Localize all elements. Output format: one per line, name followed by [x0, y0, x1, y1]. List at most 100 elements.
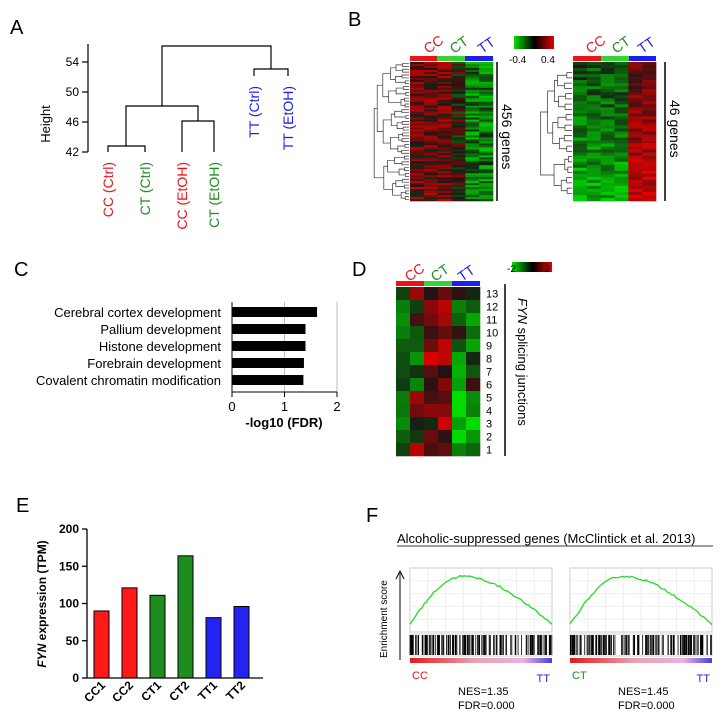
heatmap-cell	[437, 81, 452, 85]
heatmap-cell	[628, 176, 643, 181]
heatmap-cell	[424, 313, 439, 327]
heatmap-cell	[642, 176, 657, 181]
heatmap-cell	[628, 77, 643, 81]
heatmap-cell	[438, 443, 453, 457]
e-ytick-label: 200	[59, 522, 79, 536]
heatmap-cell	[600, 104, 615, 108]
heatmap-cell	[437, 159, 452, 162]
heatmap-cell	[410, 181, 425, 184]
heatmap-cell	[614, 188, 629, 193]
heatmap-cell	[423, 117, 438, 120]
dendrogram-branch	[401, 109, 409, 114]
heatmap-cell	[573, 77, 588, 81]
dendrogram-branch	[390, 136, 399, 150]
heatmap-cell	[600, 197, 615, 202]
heatmap-cell	[628, 191, 643, 196]
heatmap-cell	[642, 98, 657, 102]
heatmap-cell	[573, 179, 588, 184]
heatmap-cell	[465, 63, 480, 67]
b-scale-max: 0.4	[541, 55, 555, 66]
heatmap-cell	[451, 187, 466, 190]
heatmap-cell	[423, 119, 438, 122]
heatmap-cell	[479, 115, 494, 118]
heatmap-cell	[465, 181, 480, 184]
heatmap-cell	[465, 123, 480, 126]
d-row-label: 7	[486, 367, 492, 379]
heatmap-cell	[642, 155, 657, 159]
heatmap-cell	[479, 151, 494, 154]
heatmap-cell	[410, 131, 425, 134]
heatmap-cell	[396, 339, 411, 353]
heatmap-cell	[410, 69, 425, 73]
heatmap-cell	[642, 104, 657, 108]
panel-label-b: B	[348, 9, 361, 31]
heatmap-cell	[642, 77, 657, 81]
heatmap-cell	[410, 115, 425, 118]
heatmap-cell	[451, 139, 466, 142]
heatmap-cell	[423, 103, 438, 106]
heatmap-cell	[423, 105, 438, 108]
heatmap-cell	[479, 107, 494, 110]
heatmap-cell	[614, 77, 629, 81]
heatmap-cell	[642, 134, 657, 138]
heatmap-cell	[410, 287, 425, 301]
dendrogram-branch	[394, 110, 406, 118]
dendrogram-branch	[388, 90, 401, 103]
heatmap-cell	[642, 179, 657, 184]
d-row-label: 11	[486, 315, 497, 327]
heatmap-cell	[451, 113, 466, 116]
heatmap-cell	[410, 173, 425, 176]
heatmap-cell	[452, 313, 467, 327]
heatmap-cell	[573, 143, 588, 147]
heatmap-cell	[479, 87, 494, 91]
heatmap-cell	[451, 101, 466, 104]
heatmap-cell	[465, 195, 480, 198]
heatmap-cell	[628, 125, 643, 129]
heatmap-cell	[410, 378, 425, 392]
heatmap-cell	[437, 195, 452, 198]
heatmap-cell	[410, 417, 425, 431]
heatmap-cell	[600, 137, 615, 141]
heatmap-cell	[465, 153, 480, 156]
heatmap-cell	[465, 127, 480, 130]
heatmap-cell	[410, 197, 425, 200]
heatmap-cell	[451, 137, 466, 140]
heatmap-cell	[642, 149, 657, 153]
heatmap-cell	[451, 93, 466, 97]
heatmap-cell	[410, 404, 425, 418]
heatmap-cell	[451, 167, 466, 170]
heatmap-cell	[628, 194, 643, 199]
heatmap-cell	[423, 93, 438, 97]
heatmap-cell	[479, 73, 494, 77]
heatmap-cell	[466, 339, 481, 353]
heatmap-cell	[614, 167, 629, 172]
panel-label-d: D	[352, 259, 366, 281]
heatmap-cell	[479, 175, 494, 178]
heatmap-cell	[614, 134, 629, 138]
panel-label-e: E	[16, 495, 29, 517]
heatmap-cell	[451, 159, 466, 162]
heatmap-cell	[628, 95, 643, 99]
heatmap-cell	[642, 83, 657, 87]
heatmap-cell	[423, 99, 438, 103]
heatmap-cell	[438, 326, 453, 340]
heatmap-cell	[451, 119, 466, 122]
heatmap-cell	[437, 105, 452, 108]
heatmap-cell	[600, 71, 615, 75]
heatmap-cell	[600, 122, 615, 126]
heatmap-cell	[628, 158, 643, 163]
f-gsea-plot: CT TT NES=1.45 FDR=0.000	[569, 567, 713, 712]
heatmap-cell	[437, 187, 452, 190]
heatmap-cell	[410, 91, 425, 95]
heatmap-cell	[586, 167, 601, 172]
c-bar	[232, 341, 306, 351]
heatmap-cell	[479, 197, 494, 200]
heatmap-cell	[423, 83, 438, 87]
dendrogram-branch	[401, 149, 409, 154]
heatmap-cell	[600, 173, 615, 178]
heatmap-cell	[437, 67, 452, 71]
heatmap-cell	[437, 89, 452, 93]
heatmap-cell	[479, 179, 494, 182]
heatmap-cell	[410, 81, 425, 85]
e-bar	[121, 587, 138, 679]
